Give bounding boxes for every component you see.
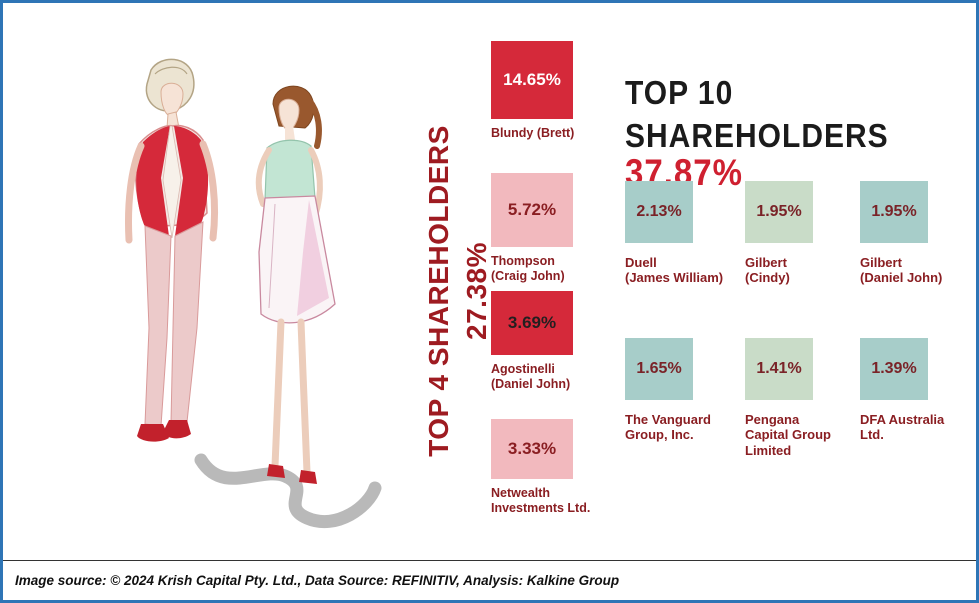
top4-title: TOP 4 SHAREHOLDERS 27.38% — [423, 125, 492, 457]
shareholder-name: Netwealth Investments Ltd. — [491, 486, 591, 515]
shareholder-cell: 1.95% Gilbert (Cindy) — [745, 181, 860, 338]
shareholder-cell: 1.65% The Vanguard Group, Inc. — [625, 338, 745, 458]
attribution-text: Image source: © 2024 Krish Capital Pty. … — [15, 573, 620, 588]
model-right — [255, 85, 336, 484]
fashion-models-illustration — [125, 58, 382, 529]
shareholder-name: Blundy (Brett) — [491, 126, 575, 140]
top10-value-box: 1.41% — [745, 338, 813, 400]
shareholder-name: Gilbert (Daniel John) — [860, 255, 943, 286]
squiggle-shadow — [194, 453, 382, 529]
top10-title-shareholders: SHAREHOLDERS — [625, 117, 889, 155]
shareholder-percentage: 1.95% — [756, 203, 802, 220]
top10-value-box: 1.95% — [745, 181, 813, 243]
shareholder-cell: 1.95% Gilbert (Daniel John) — [860, 181, 976, 338]
shareholder-name: The Vanguard Group, Inc. — [625, 412, 711, 443]
top4-value-box: 3.69% — [491, 291, 573, 355]
footer: Image source: © 2024 Krish Capital Pty. … — [3, 560, 976, 600]
top10-title-line1: TOP 10 — [625, 74, 734, 112]
shareholder-cell: 2.13% Duell (James William) — [625, 181, 745, 338]
shareholder-percentage: 5.72% — [507, 200, 557, 219]
shareholder-percentage: 3.33% — [507, 439, 557, 458]
top4-value-box: 5.72% — [491, 173, 573, 247]
shareholder-cell: 1.39% DFA Australia Ltd. — [860, 338, 976, 458]
top10-value-box: 1.65% — [625, 338, 693, 400]
shareholder-percentage: 14.65% — [503, 70, 561, 89]
shareholder-percentage: 1.41% — [756, 360, 802, 377]
shareholder-name: DFA Australia Ltd. — [860, 412, 945, 443]
shareholder-name: Gilbert (Cindy) — [745, 255, 790, 286]
shareholder-name: Thompson (Craig John) — [491, 254, 565, 283]
shareholder-name: Duell (James William) — [625, 255, 724, 286]
shareholder-percentage: 1.65% — [636, 360, 682, 377]
shareholder-percentage: 1.95% — [871, 203, 917, 220]
top10-title: TOP 10 SHAREHOLDERS 37.87% — [625, 74, 965, 197]
top10-value-box: 2.13% — [625, 181, 693, 243]
top10-value-box: 1.39% — [860, 338, 928, 400]
shareholder-percentage: 2.13% — [636, 203, 682, 220]
top10-grid: 2.13% Duell (James William) 1.95% Gilber… — [625, 181, 976, 458]
shareholder-percentage: 1.39% — [871, 360, 917, 377]
top4-column: 14.65% Blundy (Brett) 5.72% Thompson (Cr… — [491, 3, 603, 558]
top4-value-box: 3.33% — [491, 419, 573, 479]
shareholder-percentage: 3.69% — [507, 313, 557, 332]
shareholder-name: Agostinelli (Daniel John) — [491, 362, 571, 391]
shareholder-cell: 1.41% Pengana Capital Group Limited — [745, 338, 860, 458]
top4-value-box: 14.65% — [491, 41, 573, 119]
shareholder-name: Pengana Capital Group Limited — [745, 412, 831, 458]
top10-value-box: 1.95% — [860, 181, 928, 243]
model-left — [125, 58, 218, 442]
top10-title-line2: SHAREHOLDERS 37.87% — [625, 117, 965, 192]
main-canvas: TOP 4 SHAREHOLDERS 27.38% 14.65% Blundy … — [3, 3, 976, 560]
